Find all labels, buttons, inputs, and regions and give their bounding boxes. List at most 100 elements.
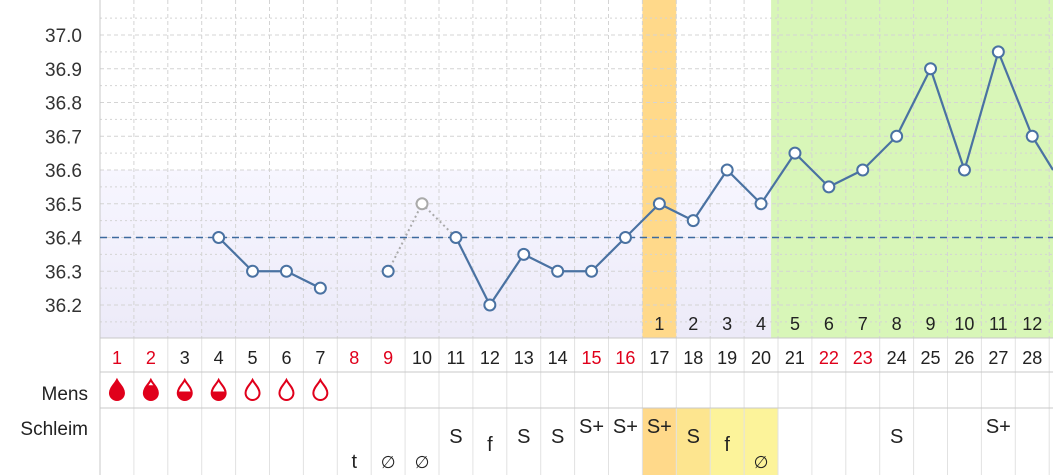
day-number: 22 <box>819 348 839 368</box>
temp-point <box>924 62 938 76</box>
mens-drop-icon <box>176 377 193 401</box>
day-number: 10 <box>412 348 432 368</box>
schleim-symbol: ∅ <box>415 453 430 472</box>
day-number: 18 <box>683 348 703 368</box>
temp-point <box>279 264 293 278</box>
schleim-symbol: t <box>351 451 357 473</box>
post-ovulation-day-count: 12 <box>1022 314 1042 334</box>
day-number: 11 <box>447 348 466 368</box>
mens-drop-icon <box>108 377 125 401</box>
y-tick-label: 36.5 <box>45 195 82 216</box>
day-number: 27 <box>988 348 1008 368</box>
day-number: 8 <box>349 348 359 368</box>
temp-point <box>212 231 226 244</box>
temp-point <box>991 45 1005 59</box>
day-number: 16 <box>615 348 635 368</box>
day-number: 6 <box>281 348 291 368</box>
temp-point <box>822 180 836 194</box>
schleim-symbol: S <box>890 426 903 448</box>
temp-point <box>618 231 632 244</box>
day-number: 5 <box>248 348 258 368</box>
temp-point <box>754 197 768 211</box>
temp-point <box>957 163 971 177</box>
schleim-band-20 <box>744 408 778 475</box>
temp-point <box>890 129 904 143</box>
day-number: 21 <box>785 348 805 368</box>
ovulation-band <box>642 0 677 338</box>
day-number: 4 <box>214 348 224 368</box>
post-ovulation-day-count: 2 <box>688 314 698 334</box>
day-number: 25 <box>921 348 941 368</box>
schleim-symbol: S <box>517 426 530 448</box>
day-number: 23 <box>853 348 873 368</box>
post-ovulation-day-count: 9 <box>926 314 936 334</box>
temp-point <box>1025 129 1039 143</box>
post-ovulation-day-count: 5 <box>790 314 800 334</box>
temp-point <box>517 247 531 261</box>
temp-point <box>246 264 260 278</box>
temp-point <box>585 264 599 278</box>
day-number: 28 <box>1022 348 1042 368</box>
post-ovulation-day-count: 3 <box>722 314 732 334</box>
series-segment <box>1031 135 1053 171</box>
day-number: 20 <box>751 348 771 368</box>
series-segment <box>217 236 254 273</box>
day-number: 14 <box>548 348 568 368</box>
post-ovulation-day-count: 11 <box>989 314 1008 334</box>
series-segment <box>963 51 1000 171</box>
day-number: 7 <box>315 348 325 368</box>
day-number: 15 <box>582 348 602 368</box>
mens-drop-icon <box>142 377 159 401</box>
excluded-temp-point <box>415 197 429 211</box>
y-tick-label: 36.3 <box>45 262 82 283</box>
series-segment <box>590 236 627 273</box>
mens-drop-icon <box>244 377 261 401</box>
series-segment <box>454 237 491 306</box>
schleim-symbol: f <box>487 434 493 456</box>
mens-row-label: Mens <box>42 384 88 405</box>
schleim-symbol: ∅ <box>754 453 769 472</box>
y-tick-label: 36.6 <box>45 161 82 182</box>
schleim-symbol: S <box>449 426 462 448</box>
y-tick-label: 36.7 <box>45 127 82 148</box>
series-segment <box>895 68 932 137</box>
temp-point <box>686 214 700 228</box>
schleim-symbol: S+ <box>579 416 604 438</box>
y-tick-label: 36.9 <box>45 60 82 81</box>
mens-drop-icon <box>210 377 227 401</box>
day-number: 2 <box>146 348 156 368</box>
series-segment <box>488 253 525 306</box>
temp-point <box>652 197 666 211</box>
post-ovulation-day-count: 1 <box>654 314 664 334</box>
schleim-symbol: f <box>724 434 730 456</box>
day-number: 9 <box>383 348 393 368</box>
series-segment <box>929 68 966 171</box>
day-number: 17 <box>649 348 669 368</box>
schleim-symbol: S <box>687 426 700 448</box>
schleim-band-17 <box>642 408 677 475</box>
day-number: 1 <box>112 348 122 368</box>
day-number: 19 <box>717 348 737 368</box>
temp-point <box>551 264 565 278</box>
schleim-band-18 <box>676 408 711 475</box>
day-number: 24 <box>887 348 907 368</box>
series-segment <box>726 169 762 205</box>
schleim-band-19 <box>710 408 745 475</box>
schleim-symbol: S+ <box>613 416 638 438</box>
schleim-row-label: Schleim <box>20 419 88 440</box>
series-segment <box>624 202 661 239</box>
y-tick-label: 36.2 <box>45 296 82 317</box>
y-tick-label: 37.0 <box>45 26 82 47</box>
temp-point <box>381 264 395 278</box>
day-number: 3 <box>180 348 190 368</box>
temp-point <box>483 298 497 312</box>
series-segment <box>997 51 1034 137</box>
mens-drop-icon <box>312 377 329 401</box>
post-ovulation-day-count: 10 <box>954 314 974 334</box>
temp-point <box>449 231 463 244</box>
series-segment <box>794 152 830 188</box>
post-ovulation-day-count: 8 <box>892 314 902 334</box>
post-ovulation-day-count: 7 <box>858 314 868 334</box>
schleim-symbol: S <box>551 426 564 448</box>
